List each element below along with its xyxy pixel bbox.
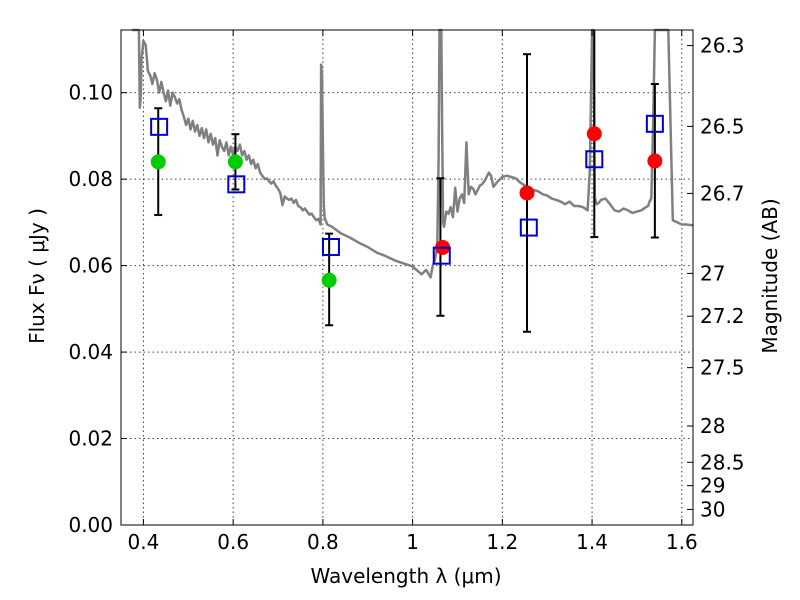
y-tick-label: 0.02 <box>68 427 113 451</box>
model-square-marker <box>227 175 246 194</box>
grid-lines <box>121 30 693 526</box>
model-sed-layer <box>132 28 694 279</box>
x-tick-label: 1.6 <box>666 530 698 554</box>
y-tick-label: 0.06 <box>68 254 113 278</box>
model-square-marker <box>150 117 169 136</box>
mag-tick-label: 30 <box>700 497 725 521</box>
mag-tick-label: 26.7 <box>700 181 745 205</box>
mag-tick-label: 26.3 <box>700 34 745 58</box>
mag-tick-label: 29 <box>700 474 725 498</box>
tick-layer: 0.4 0.6 0.8 1 1.2 1.4 1.6 0.00 0.02 0.04 0.06 0.08 0… <box>68 30 745 554</box>
red-point <box>586 126 602 142</box>
mag-tick-label: 28 <box>700 414 725 438</box>
y-tick-label: 0.10 <box>68 81 113 105</box>
y-tick-label: 0.08 <box>68 167 113 191</box>
model-square-marker <box>321 238 340 257</box>
plot-frame <box>120 29 694 526</box>
y-axis-label: Flux Fν ( μJy ) <box>25 208 49 344</box>
y2-axis-label: Magnitude (AB) <box>758 198 782 353</box>
mag-tick-label: 27.2 <box>700 304 745 328</box>
x-tick-label: 1.4 <box>576 530 608 554</box>
green-point <box>227 154 243 170</box>
error-bar-layer <box>154 30 659 333</box>
green-point <box>150 154 166 170</box>
model-sed-line <box>132 28 694 279</box>
x-tick-label: 0.8 <box>307 530 339 554</box>
mag-tick-label: 27.5 <box>700 356 745 380</box>
green-point <box>321 272 337 288</box>
red-point <box>519 185 535 201</box>
mag-tick-label: 26.5 <box>700 114 745 138</box>
x-tick-label: 0.4 <box>128 530 160 554</box>
x-tick-label: 1.2 <box>486 530 518 554</box>
model-square-marker <box>519 218 538 237</box>
x-tick-label: 1 <box>406 530 419 554</box>
mag-tick-label: 27 <box>700 261 725 285</box>
red-point <box>647 153 663 169</box>
model-square-marker <box>432 246 451 265</box>
data-point-layer <box>150 114 664 288</box>
model-square-marker <box>645 114 664 133</box>
x-tick-label: 0.6 <box>217 530 249 554</box>
y-tick-label: 0.04 <box>68 340 113 364</box>
mag-tick-label: 28.5 <box>700 450 745 474</box>
y-tick-label: 0.00 <box>68 513 113 537</box>
x-axis-label: Wavelength λ (μm) <box>310 564 501 588</box>
model-square-marker <box>585 150 604 169</box>
